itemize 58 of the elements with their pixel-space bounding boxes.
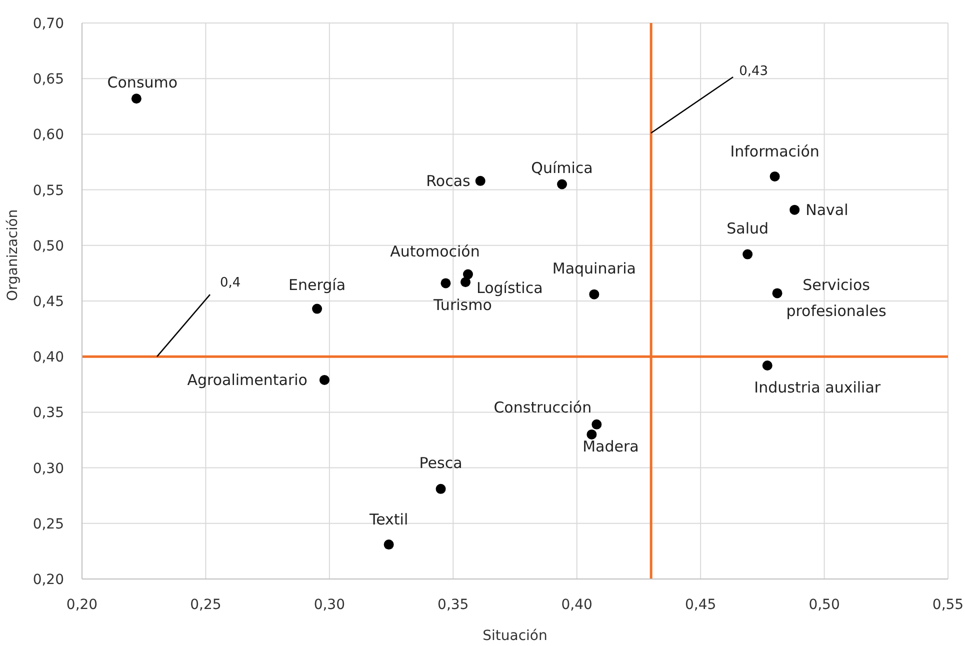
ref-line-label: 0,43 [739, 64, 768, 79]
point [772, 288, 782, 298]
point [384, 540, 394, 550]
y-tick-label: 0,65 [32, 72, 64, 88]
annotation: Madera [582, 437, 639, 456]
y-tick-label: 0,40 [32, 350, 64, 366]
point [475, 176, 486, 186]
y-tick-label: 0,50 [32, 238, 64, 254]
x-tick-label: 0,25 [190, 596, 222, 613]
y-tick-label: 0,35 [32, 405, 64, 422]
annotation: Construcción [494, 398, 592, 416]
annotation: Agroalimentario [187, 370, 308, 389]
point [460, 277, 471, 288]
ref-line-label: 0,4 [220, 276, 241, 291]
annotation: Rocas [426, 172, 471, 190]
y-tick-label: 0,70 [32, 16, 64, 32]
y-tick-label: 0,30 [32, 460, 64, 477]
annotation: Logística [476, 279, 543, 298]
point [592, 419, 602, 430]
annotation: Salud [726, 219, 769, 238]
annotation: Maquinaria [552, 259, 636, 278]
x-axis-title: Situación [482, 628, 548, 644]
annotation: Automoción [390, 242, 480, 260]
annotation: Química [531, 159, 593, 178]
x-tick-label: 0,55 [932, 596, 964, 613]
x-tick-label: 0,30 [314, 596, 346, 613]
y-tick-label: 0,55 [32, 182, 64, 199]
point [436, 484, 446, 494]
point [312, 304, 322, 314]
y-tick-label: 0,60 [32, 127, 64, 144]
point [557, 179, 568, 190]
point [762, 360, 772, 370]
point [440, 278, 451, 288]
x-tick-label: 0,50 [808, 596, 840, 613]
annotation: Energía [288, 276, 346, 294]
point [742, 249, 753, 260]
x-tick-label: 0,20 [66, 596, 98, 613]
point [131, 94, 142, 104]
point [586, 429, 597, 440]
annotation: Servicios profesionales [786, 276, 887, 320]
annotation: Naval [806, 200, 848, 219]
x-tick-label: 0,40 [561, 596, 592, 613]
y-tick-label: 0,45 [32, 294, 64, 310]
annotation: Consumo [107, 74, 178, 92]
annotation: Industria auxiliar [754, 378, 882, 396]
point [790, 204, 800, 215]
point [589, 289, 600, 300]
point [319, 374, 330, 385]
point [770, 171, 780, 182]
annotation: Textil [368, 510, 408, 529]
y-axis-title: Organización [4, 209, 21, 301]
x-tick-label: 0,45 [684, 596, 716, 613]
y-tick-label: 0,25 [32, 516, 64, 532]
annotation: Pesca [419, 454, 462, 472]
x-tick-label: 0,35 [438, 596, 469, 613]
annotation: Información [730, 142, 820, 160]
y-tick-label: 0,20 [32, 572, 64, 588]
annotation: Turismo [432, 296, 492, 314]
